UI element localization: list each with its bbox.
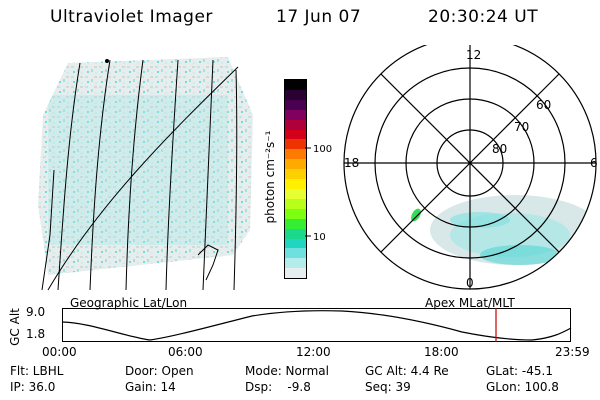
lat-60-label: 60 [536,98,551,112]
geographic-panel-label: Geographic Lat/Lon [70,296,188,310]
colorbar-segment [285,228,306,239]
altitude-tick-9: 9.0 [26,305,46,319]
lat-80-label: 80 [492,142,507,156]
colorbar-segment [285,99,306,110]
status-seq: Seq: 39 [365,380,411,394]
colorbar-segment [285,258,306,269]
x-tick-1200: 12:00 [296,345,331,359]
colorbar-segment [285,268,306,279]
geographic-image [38,57,253,291]
colorbar-segment [285,149,306,160]
colorbar-segment [285,179,306,189]
colorbar-segment [285,139,306,150]
x-tick-0000: 00:00 [42,345,77,359]
mlt-12-label: 12 [466,48,481,62]
colorbar-segment [285,89,306,100]
status-gain: Gain: 14 [125,380,176,394]
time-label: 20:30:24 UT [428,7,539,27]
status-glon: GLon: 100.8 [486,380,559,394]
colorbar-segment [285,129,306,140]
status-door: Door: Open [125,364,194,378]
colorbar-segment [285,218,306,229]
status-gc-alt: GC Alt: 4.4 Re [365,364,449,378]
polar-plot: 12 0 18 6 60 70 80 [343,45,598,290]
polar-panel-label: Apex MLat/MLT [425,296,515,310]
altitude-plot [62,308,572,342]
status-ip: IP: 36.0 [10,380,56,394]
status-mode: Mode: Normal [245,364,329,378]
x-tick-2359: 23:59 [555,345,590,359]
colorbar-segment [285,119,306,130]
status-glat: GLat: -45.1 [486,364,553,378]
altitude-tick-1-8: 1.8 [26,327,46,341]
colorbar [284,79,307,279]
status-dsp: Dsp: -9.8 [245,380,311,394]
colorbar-segment [285,169,306,180]
altitude-axis-title: GC Alt [8,308,22,346]
colorbar-unit-label: photon cm⁻²s⁻¹ [263,130,277,224]
instrument-title: Ultraviolet Imager [50,7,213,27]
mlt-6-label: 6 [590,156,598,170]
date-label: 17 Jun 07 [276,7,362,27]
status-flt: Flt: LBHL [10,364,64,378]
mlt-0-label: 0 [466,276,474,290]
colorbar-segment [285,109,306,120]
colorbar-segment [285,80,306,90]
colorbar-tick-10: 10 [313,232,326,243]
lat-70-label: 70 [514,120,529,134]
colorbar-tick-100: 100 [313,144,332,155]
colorbar-segment [285,208,306,219]
colorbar-segment [285,248,306,259]
colorbar-segment [285,159,306,170]
x-tick-0600: 06:00 [168,345,203,359]
mlt-18-label: 18 [344,156,359,170]
x-tick-1800: 18:00 [424,345,459,359]
colorbar-ticks: 100 10 [305,144,332,243]
colorbar-segment [285,198,306,209]
colorbar-segment [285,188,306,199]
colorbar-segment [285,238,306,249]
